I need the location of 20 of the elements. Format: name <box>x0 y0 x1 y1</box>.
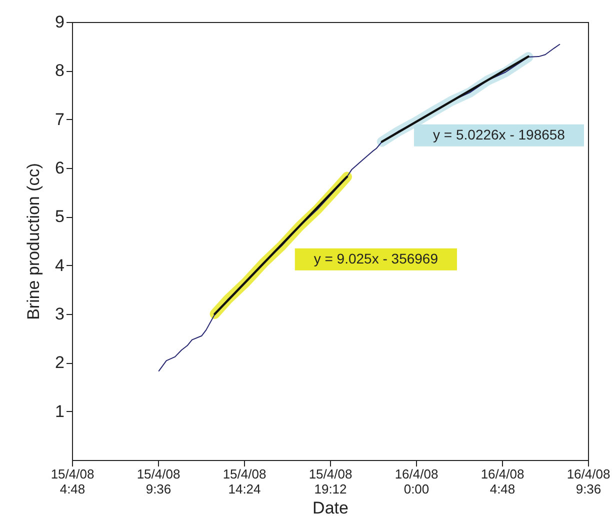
x-tick-label: 16/4/08 9:36 <box>566 466 610 496</box>
x-tick-label: 15/4/08 4:48 <box>50 466 94 496</box>
y-tick-label: 3 <box>55 304 64 324</box>
y-tick-label: 8 <box>55 61 64 80</box>
x-tick-label: 15/4/08 9:36 <box>136 466 180 496</box>
y-tick-label: 6 <box>55 158 64 178</box>
x-tick-label: 16/4/08 0:00 <box>394 466 438 496</box>
annotation: y = 9.025x - 356969 <box>314 250 438 266</box>
y-tick-label: 7 <box>55 110 64 129</box>
x-axis-title: Date <box>312 498 348 518</box>
x-tick-label: 15/4/08 14:24 <box>222 466 266 496</box>
y-tick-label: 1 <box>55 402 64 421</box>
y-axis-title: Brine production (cc) <box>24 163 44 320</box>
y-tick-label: 5 <box>55 207 64 226</box>
x-tick-label: 15/4/08 19:12 <box>308 466 352 496</box>
y-tick-label: 9 <box>55 12 64 32</box>
x-tick-label: 16/4/08 4:48 <box>480 466 524 496</box>
y-tick-label: 4 <box>55 256 64 275</box>
annotation: y = 5.0226x - 198658 <box>433 126 566 142</box>
y-tick-label: 2 <box>55 353 64 372</box>
